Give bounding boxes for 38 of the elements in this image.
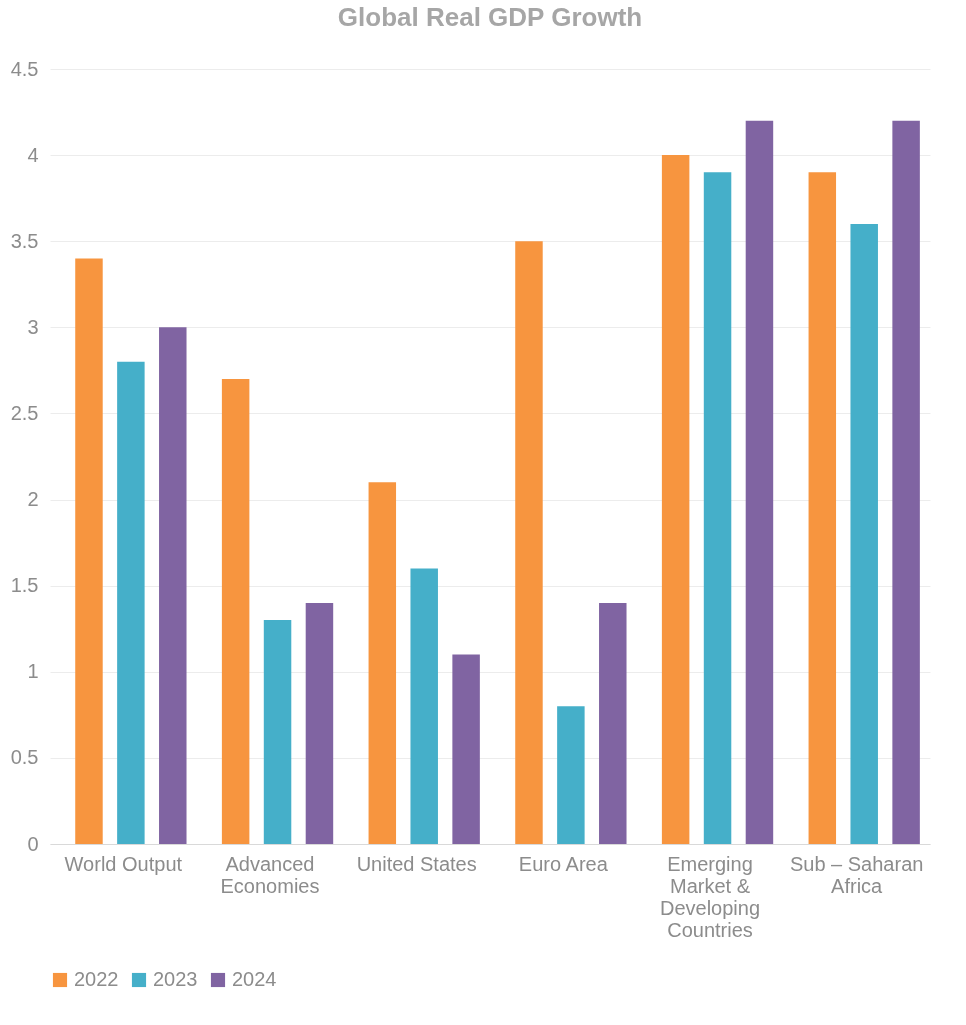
bar bbox=[305, 602, 334, 844]
bar bbox=[892, 120, 920, 844]
bar bbox=[557, 706, 585, 844]
bar bbox=[515, 241, 543, 844]
legend-label: 2024 bbox=[232, 968, 277, 990]
x-tick-label: United States bbox=[356, 852, 477, 875]
x-tick-label: Sub – Saharan Africa bbox=[789, 852, 924, 897]
bar bbox=[808, 172, 837, 844]
bar bbox=[850, 224, 878, 844]
legend-label: 2023 bbox=[153, 968, 198, 990]
y-tick-label: 3 bbox=[27, 315, 39, 338]
x-tick-label: Euro Area bbox=[518, 852, 609, 875]
y-tick-label: 1.5 bbox=[10, 574, 39, 597]
bar bbox=[263, 620, 292, 844]
bar bbox=[703, 172, 732, 844]
bar bbox=[75, 258, 103, 844]
x-tick-label: World Output bbox=[64, 852, 183, 875]
bar bbox=[410, 568, 438, 844]
bar bbox=[661, 155, 690, 844]
bar bbox=[599, 602, 627, 844]
y-tick-label: 0.5 bbox=[10, 746, 39, 769]
y-tick-label: 4.5 bbox=[10, 57, 39, 80]
y-tick-label: 0 bbox=[27, 832, 39, 855]
bar bbox=[452, 654, 480, 844]
legend-label: 2022 bbox=[74, 968, 119, 990]
y-tick-label: 2.5 bbox=[10, 401, 39, 424]
bar bbox=[221, 379, 250, 844]
bar bbox=[745, 120, 774, 844]
x-tick-label: Advanced Economies bbox=[220, 852, 320, 897]
bar bbox=[159, 327, 187, 844]
x-tick-label: Emerging Market & Developing Countries bbox=[659, 852, 761, 941]
y-tick-label: 4 bbox=[27, 143, 39, 166]
bar bbox=[117, 361, 145, 844]
bar bbox=[368, 482, 397, 844]
y-tick-label: 2 bbox=[27, 488, 39, 511]
y-tick-label: 1 bbox=[27, 660, 39, 683]
chart-title: Global Real GDP Growth bbox=[337, 2, 643, 32]
y-tick-label: 3.5 bbox=[10, 229, 39, 252]
